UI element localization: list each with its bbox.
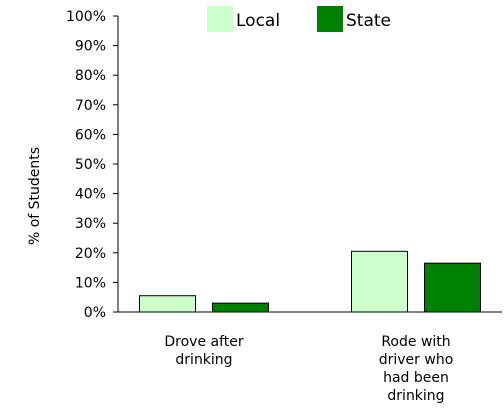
y-tick-label: 60% bbox=[75, 127, 106, 143]
legend: Local State bbox=[207, 6, 391, 32]
x-category-label-drove-line-2: drinking bbox=[175, 352, 232, 368]
x-axis-category-labels: Drove after drinking Rode with driver who ha… bbox=[164, 334, 453, 404]
y-axis-ticks: 0% 10% 20% 30% 40% 50% 60% 70% 80% 90% 100% bbox=[66, 9, 118, 321]
x-category-label-rode-line-4: drinking bbox=[387, 388, 444, 404]
y-tick-label: 100% bbox=[66, 9, 106, 25]
bar-local-rode bbox=[351, 250, 408, 313]
y-tick-label: 30% bbox=[75, 216, 106, 232]
bar-state-rode bbox=[424, 262, 481, 313]
y-tick-label: 40% bbox=[75, 187, 106, 203]
y-tick-label: 80% bbox=[75, 68, 106, 84]
bar-state-drove bbox=[212, 302, 269, 313]
bar-local-drove bbox=[139, 295, 196, 313]
y-tick-label: 0% bbox=[84, 305, 106, 321]
legend-swatch-state bbox=[317, 6, 343, 32]
x-category-label-rode-line-2: driver who bbox=[379, 352, 454, 368]
x-category-label-rode-line-3: had been bbox=[383, 370, 449, 386]
legend-label-local: Local bbox=[236, 11, 280, 31]
y-tick-label: 10% bbox=[75, 275, 106, 291]
legend-swatch-local bbox=[207, 6, 233, 32]
y-tick-label: 90% bbox=[75, 39, 106, 55]
y-axis-label: % of Students bbox=[27, 147, 43, 245]
x-category-label-drove-line-1: Drove after bbox=[164, 334, 244, 350]
y-tick-label: 20% bbox=[75, 246, 106, 262]
x-category-label-rode-line-1: Rode with bbox=[381, 334, 450, 350]
y-tick-label: 70% bbox=[75, 98, 106, 114]
bars bbox=[139, 250, 481, 313]
y-tick-label: 50% bbox=[75, 157, 106, 173]
legend-label-state: State bbox=[346, 11, 391, 31]
